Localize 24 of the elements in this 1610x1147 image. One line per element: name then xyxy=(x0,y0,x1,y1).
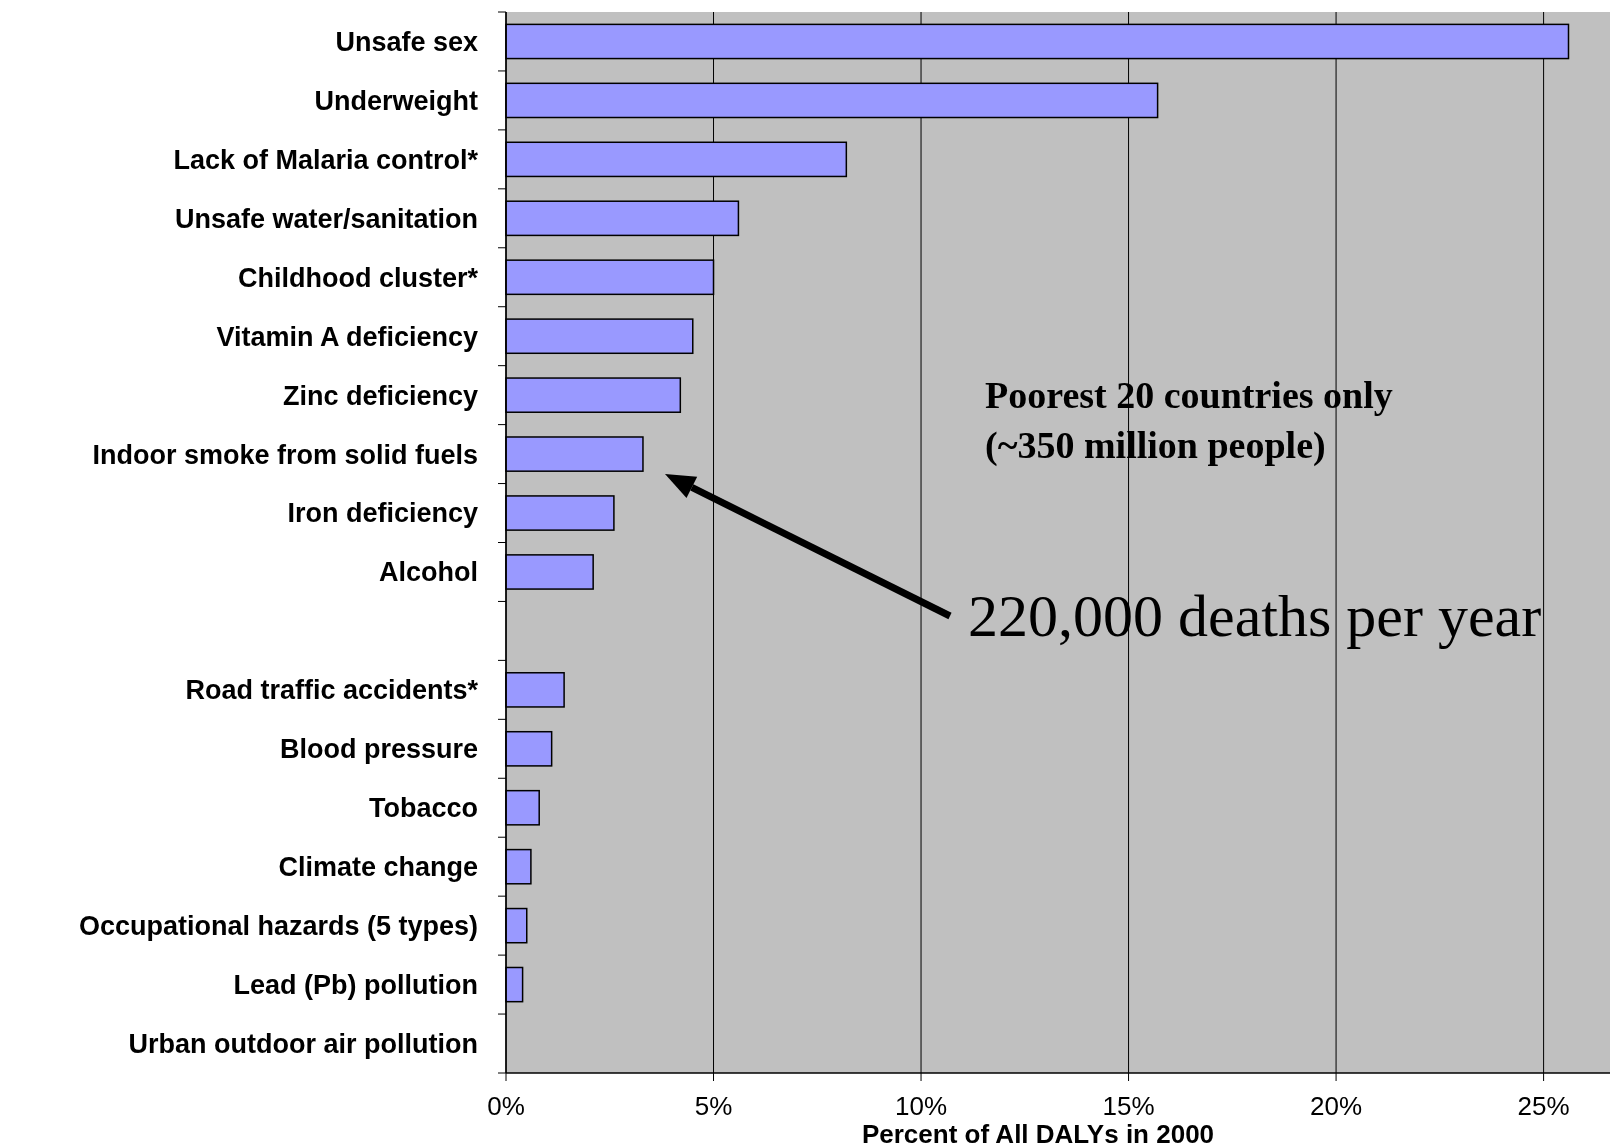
y-tick-label: Underweight xyxy=(314,85,478,116)
y-tick-label: Lead (Pb) pollution xyxy=(233,970,478,1001)
x-axis-title: Percent of All DALYs in 2000 xyxy=(861,1119,1215,1147)
x-tick-label: 0% xyxy=(487,1091,525,1121)
y-tick-label: Unsafe sex xyxy=(335,26,478,57)
y-tick-label: Zinc deficiency xyxy=(282,380,478,411)
y-tick-label: Lack of Malaria control* xyxy=(173,144,479,175)
x-tick-label: 15% xyxy=(1102,1091,1155,1121)
y-tick-label: Childhood cluster* xyxy=(237,262,479,293)
y-tick-label: Tobacco xyxy=(368,793,478,824)
y-tick-label: Climate change xyxy=(278,852,478,883)
x-tick-label: 25% xyxy=(1517,1091,1570,1121)
x-tick-label: 5% xyxy=(694,1091,733,1121)
x-tick-label: 20% xyxy=(1310,1091,1363,1121)
y-tick-label: Unsafe water/sanitation xyxy=(174,203,478,234)
y-tick-label: Urban outdoor air pollution xyxy=(128,1028,478,1059)
y-tick-label: Iron deficiency xyxy=(287,498,478,529)
y-tick-label: Vitamin A deficiency xyxy=(216,321,478,352)
y-tick-label: Alcohol xyxy=(379,557,478,588)
y-tick-label: Road traffic accidents* xyxy=(185,675,479,706)
y-tick-label: Indoor smoke from solid fuels xyxy=(92,439,478,470)
x-tick-label: 10% xyxy=(895,1091,948,1121)
y-tick-label: Occupational hazards (5 types) xyxy=(78,911,478,942)
y-tick-label: Blood pressure xyxy=(279,734,478,765)
